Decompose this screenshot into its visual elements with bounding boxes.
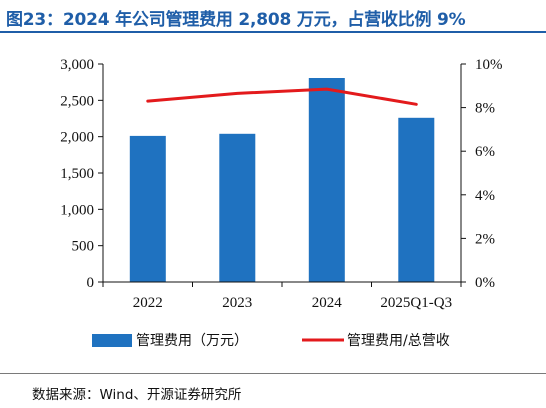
x-tick-label: 2023 bbox=[222, 295, 252, 311]
left-tick-label: 500 bbox=[72, 239, 95, 255]
title-divider bbox=[0, 31, 546, 33]
right-tick-label: 2% bbox=[475, 231, 495, 247]
left-tick-label: 2,500 bbox=[60, 93, 94, 109]
axes-group: 0 500 1,000 1,500 2,000 2,500 3,000 0% 2% 4% 6% 8% 1… bbox=[60, 57, 502, 311]
x-tick-label: 2025Q1-Q3 bbox=[380, 295, 452, 311]
right-tick-label: 4% bbox=[475, 188, 495, 204]
line-series-ratio bbox=[146, 87, 418, 106]
line-series-group bbox=[146, 87, 418, 106]
bar-group bbox=[129, 78, 435, 282]
footer-divider bbox=[0, 373, 546, 374]
legend-bar-label: 管理费用（万元） bbox=[136, 333, 248, 349]
x-tick-label: 2024 bbox=[312, 295, 343, 311]
legend-line-label: 管理费用/总营收 bbox=[347, 333, 450, 349]
legend-bar-swatch bbox=[92, 334, 132, 347]
x-tick-label: 2022 bbox=[133, 295, 163, 311]
legend: 管理费用（万元） 管理费用/总营收 bbox=[92, 333, 450, 349]
left-tick-label: 3,000 bbox=[60, 57, 94, 73]
right-tick-label: 0% bbox=[475, 275, 495, 291]
bar-2023 bbox=[219, 133, 256, 282]
left-tick-label: 2,000 bbox=[60, 130, 94, 146]
left-tick-label: 0 bbox=[87, 275, 95, 291]
chart: 0 500 1,000 1,500 2,000 2,500 3,000 0% 2% 4% 6% 8% 1… bbox=[60, 57, 502, 349]
bar-2025Q1-Q3 bbox=[398, 117, 435, 282]
right-tick-label: 6% bbox=[475, 144, 495, 160]
source-note: 数据来源：Wind、开源证券研究所 bbox=[32, 387, 242, 403]
bar-2022 bbox=[129, 135, 166, 282]
left-tick-label: 1,500 bbox=[60, 166, 94, 182]
left-tick-label: 1,000 bbox=[60, 202, 94, 218]
right-tick-label: 10% bbox=[475, 57, 503, 73]
chart-title: 图23：2024 年公司管理费用 2,808 万元，占营收比例 9% bbox=[6, 10, 466, 30]
bar-2024 bbox=[308, 78, 345, 282]
right-tick-label: 8% bbox=[475, 101, 495, 117]
